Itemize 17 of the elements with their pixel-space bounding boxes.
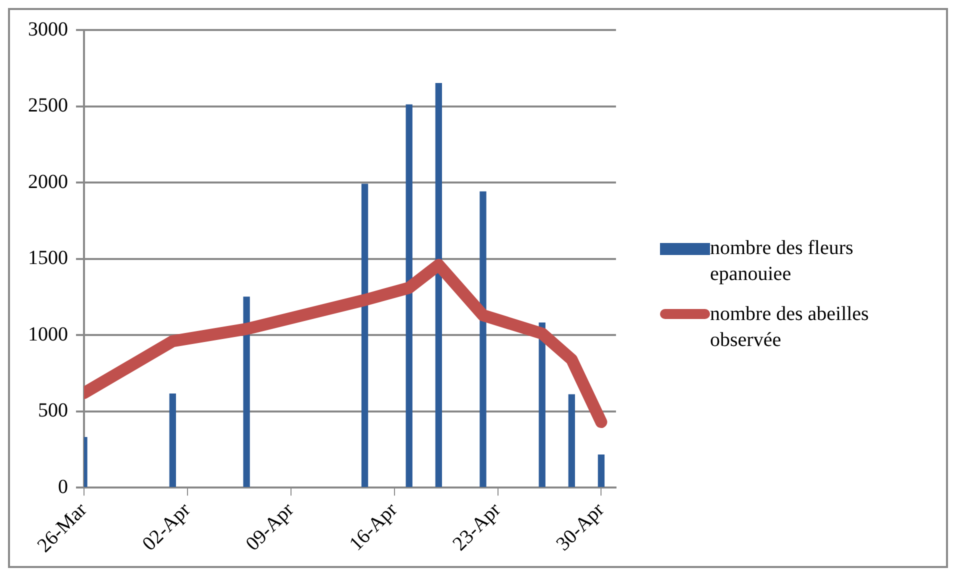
bar <box>480 191 486 487</box>
y-tick-label: 1500 <box>28 247 68 270</box>
y-tick-label: 2500 <box>28 94 68 117</box>
y-tick-label: 1000 <box>28 323 68 346</box>
bar <box>361 184 368 487</box>
legend-label: nombre des fleurs epanouiee <box>710 236 854 287</box>
legend-label: nombre des abeilles observée <box>710 302 870 353</box>
bar <box>169 393 176 487</box>
y-tick-label: 500 <box>38 400 68 422</box>
bar <box>435 83 442 487</box>
bar <box>406 104 412 487</box>
bar <box>568 394 575 487</box>
bar <box>243 296 250 487</box>
y-tick-label: 3000 <box>28 18 68 40</box>
bar <box>598 454 605 487</box>
y-tick-label: 0 <box>58 476 68 498</box>
y-tick-label: 2000 <box>28 170 68 193</box>
